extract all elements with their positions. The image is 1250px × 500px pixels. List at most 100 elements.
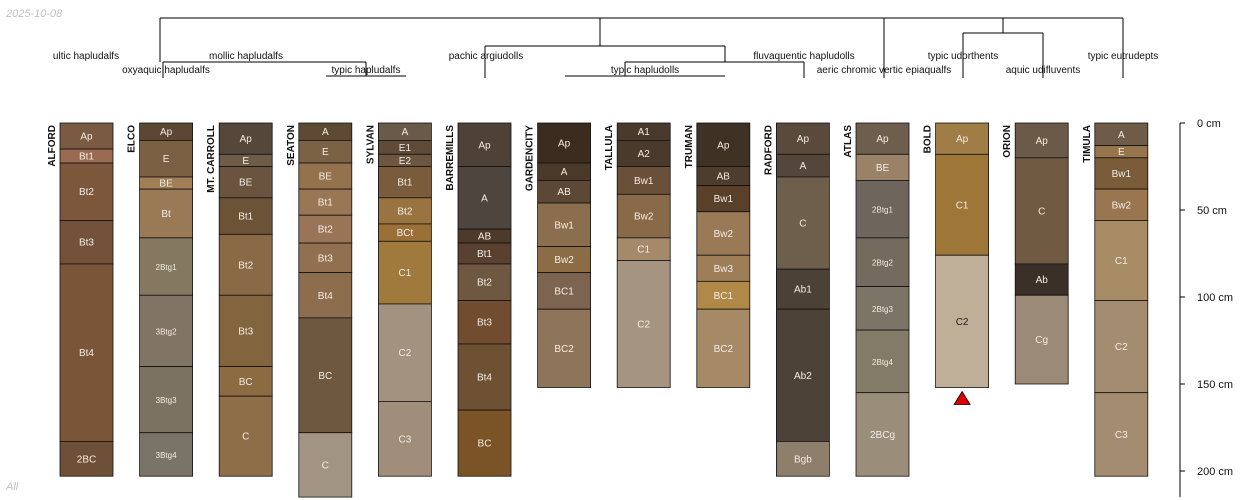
profile-name-label: BOLD [923, 125, 934, 153]
taxon-label: mollic hapludalfs [209, 51, 283, 62]
horizon-label: C1 [399, 268, 412, 279]
horizon-label: 2Btg1 [156, 263, 177, 272]
horizon-rect [218, 233, 273, 296]
horizon-label: 3Btg4 [156, 451, 177, 460]
horizon-rect [696, 122, 751, 167]
horizon-label: C [242, 432, 249, 443]
horizon-label: BC2 [554, 344, 574, 355]
horizon-rect [935, 153, 989, 256]
horizon-rect [457, 166, 512, 230]
horizon-label: Bt2 [238, 260, 253, 271]
horizon-label: E2 [399, 156, 412, 167]
axis-tick-label: 150 cm [1197, 379, 1233, 391]
horizon-rect [59, 162, 114, 221]
profile-name-label: SEATON [286, 125, 297, 166]
horizon-rect [776, 441, 830, 477]
soil-profile: ORION Ap C Ab Cg [1002, 122, 1069, 385]
horizon-label: Ap [240, 134, 253, 145]
profile-name-label: TRUMAN [684, 125, 695, 168]
horizon-label: A [322, 127, 329, 138]
horizon-rect [298, 317, 353, 434]
soil-profiles: ALFORD Ap Bt1 Bt2 Bt3 Bt4 2BC ELCO Ap E BE Bt 2Btg1 3… [47, 122, 1149, 498]
horizon-label: 2Btg3 [872, 305, 893, 314]
horizon-label: Bw2 [634, 212, 654, 223]
horizon-label: BE [159, 179, 173, 190]
horizon-label: C1 [956, 200, 969, 211]
horizon-label: Bt3 [477, 318, 492, 329]
horizon-label: E [242, 156, 249, 167]
taxon-label: aeric chromic vertic epiaqualfs [817, 65, 952, 76]
horizon-label: A1 [638, 127, 651, 138]
profile-name-label: ORION [1002, 125, 1013, 158]
horizon-label: Ab2 [794, 371, 812, 382]
profile-name-label: TIMULA [1082, 125, 1093, 163]
horizon-rect [298, 432, 353, 498]
horizon-label: C3 [1115, 430, 1128, 441]
horizon-label: Bt3 [238, 326, 253, 337]
axis-tick-label: 200 cm [1197, 466, 1233, 478]
horizon-label: Bt2 [318, 225, 333, 236]
horizon-label: Ab1 [794, 285, 812, 296]
horizon-rect [1014, 263, 1069, 296]
horizon-rect [139, 139, 194, 178]
horizon-rect [59, 263, 114, 442]
horizon-rect [537, 308, 591, 388]
subset-tag: All [6, 481, 19, 493]
horizon-label: BC1 [554, 286, 574, 297]
horizon-rect [139, 294, 194, 368]
horizon-label: BE [239, 178, 253, 189]
horizon-rect [457, 263, 512, 301]
horizon-label: Bt3 [318, 253, 333, 264]
horizon-label: Bw3 [714, 264, 734, 275]
horizon-rect [696, 308, 751, 388]
axis-tick-label: 0 cm [1197, 118, 1221, 130]
horizon-label: A [402, 127, 409, 138]
horizon-label: A [1118, 130, 1125, 141]
horizon-label: Ap [876, 134, 889, 145]
horizon-label: Bt2 [477, 278, 492, 289]
horizon-rect [1014, 294, 1069, 385]
horizon-label: BE [319, 172, 333, 183]
horizon-rect [1094, 392, 1149, 477]
horizon-rect [377, 240, 432, 305]
horizon-label: BC [239, 377, 253, 388]
horizon-label: E [163, 154, 170, 165]
horizon-label: Bt1 [477, 249, 492, 260]
horizon-label: 3Btg2 [156, 327, 177, 336]
profile-name-label: ALFORD [47, 125, 58, 167]
horizon-label: BC1 [714, 291, 734, 302]
soil-profile: RADFORD Ap A C Ab1 Ab2 Bgb [763, 122, 830, 477]
horizon-label: C [322, 460, 329, 471]
horizon-rect [855, 122, 910, 155]
taxon-label: typic udorthents [928, 51, 999, 62]
taxon-label: typic hapludolls [611, 65, 679, 76]
horizon-label: BC [478, 439, 492, 450]
horizon-label: BC2 [714, 344, 734, 355]
horizon-label: AB [557, 187, 571, 198]
horizon-label: Bt1 [318, 198, 333, 209]
horizon-label: Bt3 [79, 238, 94, 249]
horizon-rect [696, 211, 751, 256]
horizon-rect [537, 122, 591, 164]
horizon-label: Bt4 [318, 291, 333, 302]
horizon-rect [377, 400, 432, 477]
soil-profile: ATLAS Ap BE 2Btg1 2Btg2 2Btg3 2Btg4 2BCg [843, 122, 910, 477]
profile-name-label: MT. CARROLL [206, 125, 217, 193]
profile-name-label: RADFORD [763, 125, 774, 175]
horizon-rect [935, 254, 989, 388]
horizon-label: 2Btg1 [872, 206, 893, 215]
horizon-rect [696, 254, 751, 282]
horizon-label: C [799, 219, 806, 230]
soil-profile: SYLVAN A E1 E2 Bt1 Bt2 BCt C1 C2 C3 [365, 122, 432, 477]
horizon-rect [696, 185, 751, 213]
horizon-label: Ap [956, 134, 969, 145]
profile-name-label: GARDENCITY [525, 125, 536, 191]
horizon-label: Bt1 [79, 152, 94, 163]
horizon-rect [298, 242, 353, 274]
horizon-label: Ap [797, 134, 810, 145]
profile-name-label: BARREMILLS [445, 125, 456, 191]
horizon-rect [616, 193, 671, 239]
horizon-rect [537, 272, 591, 310]
horizon-label: 2Btg2 [872, 259, 893, 268]
